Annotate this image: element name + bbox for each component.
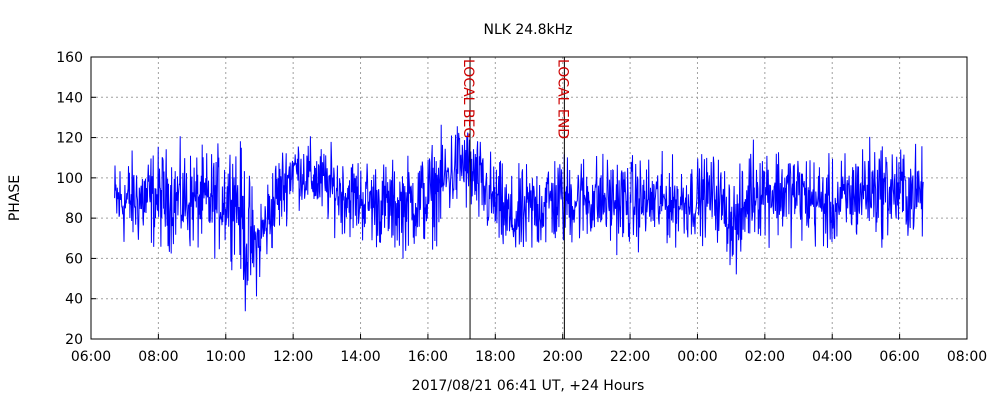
x-tick-label: 10:00: [206, 349, 246, 365]
plot-frame: [90, 56, 968, 340]
chart-title: NLK 24.8kHz: [483, 22, 572, 38]
x-tick-label: 02:00: [745, 349, 785, 365]
x-tick-label: 08:00: [138, 349, 178, 365]
y-tick-label: 40: [65, 292, 83, 308]
y-tick-label: 100: [56, 171, 83, 187]
x-tick-label: 04:00: [812, 349, 852, 365]
x-tick-label: 16:00: [408, 349, 448, 365]
y-tick-label: 80: [65, 211, 83, 227]
x-tick-label: 06:00: [71, 349, 111, 365]
y-tick-label: 160: [56, 50, 83, 66]
phase-trace-group: [114, 124, 924, 312]
y-axis-label: PHASE: [7, 175, 23, 221]
marker-label: LOCAL END: [554, 59, 570, 139]
x-tick-label: 20:00: [543, 349, 583, 365]
local-markers: LOCAL BEG LOCAL END: [460, 57, 570, 339]
x-tick-label: 18:00: [475, 349, 515, 365]
x-tick-label: 22:00: [610, 349, 650, 365]
x-axis-label: 2017/08/21 06:41 UT, +24 Hours: [412, 378, 645, 394]
x-tick-label: 00:00: [677, 349, 717, 365]
y-tick-label: 120: [56, 131, 83, 147]
x-tick-labels: 06:00 08:00 10:00 12:00 14:00 16:00 18:00 20:00…: [71, 349, 987, 365]
marker-label: LOCAL BEG: [460, 59, 476, 138]
y-tick-labels: 20 40 60 80 100 120 140 160: [56, 50, 83, 348]
x-tick-label: 12:00: [273, 349, 313, 365]
y-tick-label: 140: [56, 90, 83, 106]
x-tick-label: 08:00: [947, 349, 987, 365]
x-tick-label: 14:00: [340, 349, 380, 365]
phase-trace: [114, 124, 924, 312]
y-tick-label: 20: [65, 332, 83, 348]
x-tick-label: 06:00: [879, 349, 919, 365]
y-tick-label: 60: [65, 251, 83, 267]
